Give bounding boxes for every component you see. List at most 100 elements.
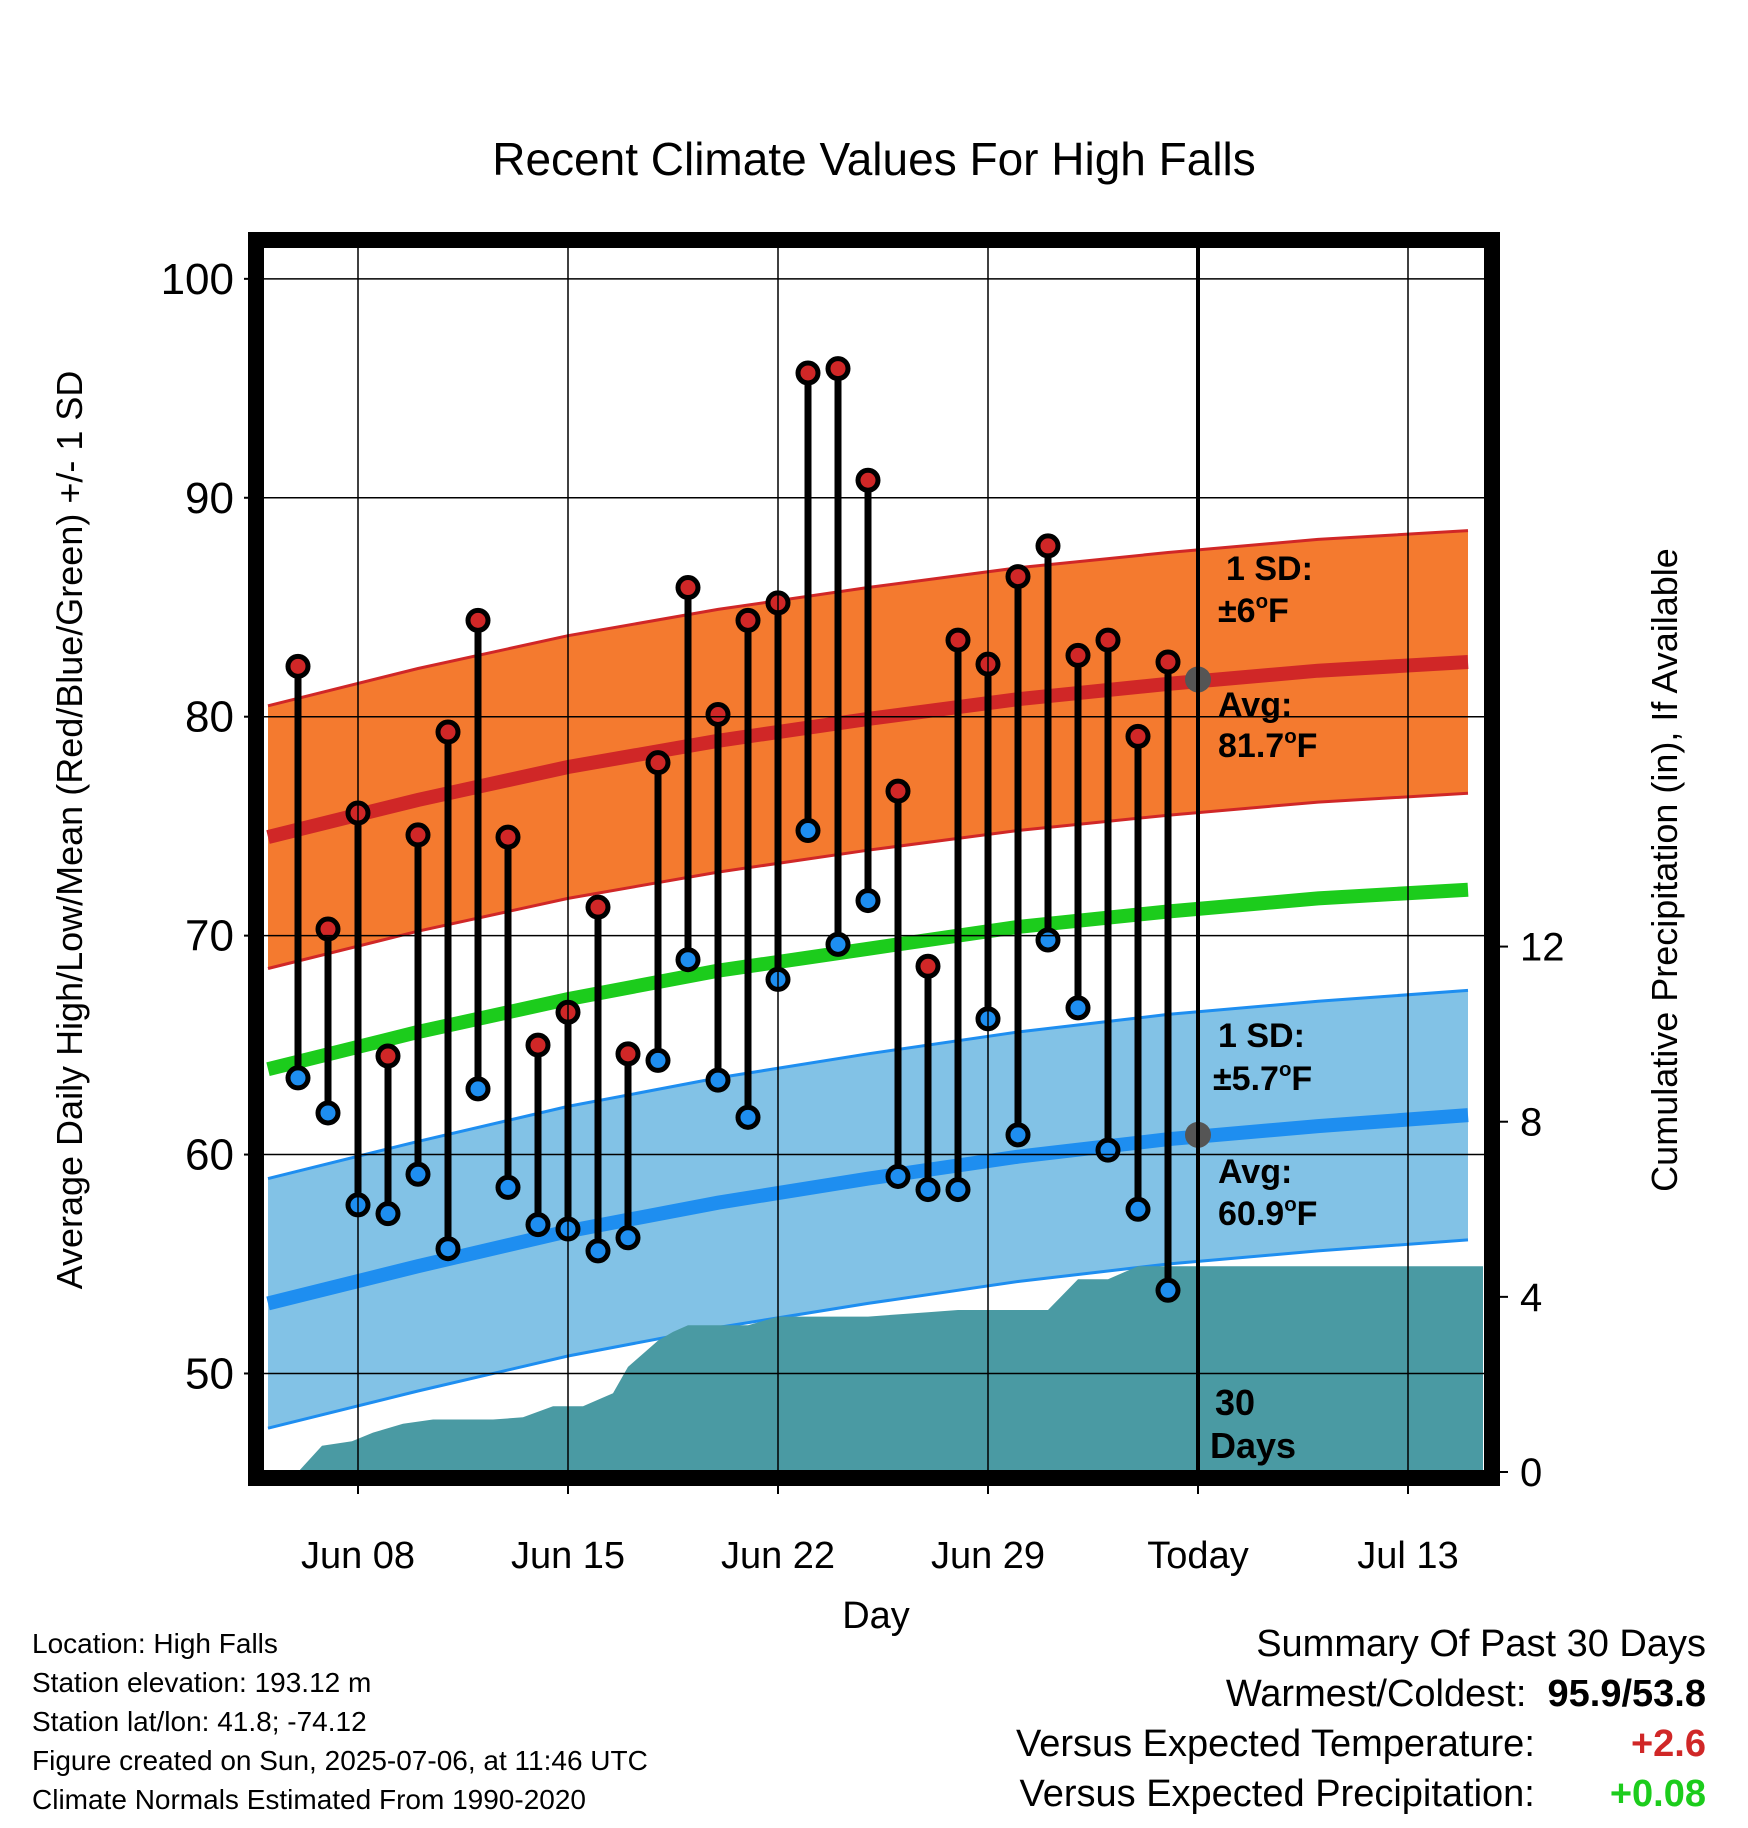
y-tick-label: 80 [185, 693, 234, 742]
low-avg-value: 60.9oF [1218, 1194, 1317, 1233]
y-tick-label: 50 [185, 1349, 234, 1398]
temp-value: +2.6 [1630, 1723, 1706, 1765]
y2-tick-label: 0 [1520, 1451, 1542, 1495]
summary-temp: Versus Expected Temperature: +2.6 [1016, 1723, 1706, 1766]
station-elevation: Station elevation: 193.12 m [32, 1667, 372, 1698]
daily-high-point [1095, 627, 1121, 653]
daily-high-point [285, 653, 311, 679]
daily-high-point [1065, 642, 1091, 668]
daily-high-point [615, 1041, 641, 1067]
plot-content [266, 356, 1483, 1472]
daily-low-point [1125, 1196, 1151, 1222]
plot-frame [248, 232, 1500, 1486]
daily-low-point [855, 888, 881, 914]
summary-warm-cold: Warmest/Coldest: 95.9/53.8 [1226, 1673, 1706, 1716]
days-word: Days [1210, 1425, 1296, 1466]
y-axis-label: Average Daily High/Low/Mean (Red/Blue/Gr… [49, 371, 90, 1290]
daily-high-point [825, 356, 851, 382]
summary-precip: Versus Expected Precipitation: +0.08 [1019, 1773, 1706, 1816]
high-sd-value: ±6oF [1218, 591, 1289, 630]
cumulative-precip-area [298, 1266, 1483, 1472]
y-tick-label: 90 [185, 474, 234, 523]
daily-high-point [1155, 649, 1181, 675]
daily-high-point [405, 822, 431, 848]
y-tick-label: 100 [161, 255, 234, 304]
daily-high-point [915, 953, 941, 979]
daily-low-point [525, 1212, 551, 1238]
x-tick-label: Jun 22 [721, 1535, 835, 1577]
daily-high-point [435, 719, 461, 745]
daily-low-point [435, 1236, 461, 1262]
x-tick-label: Jun 15 [511, 1535, 625, 1577]
daily-high-point [645, 750, 671, 776]
low-avg-label: Avg: [1218, 1153, 1292, 1191]
y-tick-label: 60 [185, 1131, 234, 1180]
daily-low-point [1065, 995, 1091, 1021]
station-latlon: Station lat/lon: 41.8; -74.12 [32, 1706, 367, 1737]
daily-low-point [405, 1161, 431, 1187]
warm-cold-label: Warmest/Coldest: [1225, 1673, 1527, 1715]
daily-low-point [1095, 1137, 1121, 1163]
daily-high-point [1035, 533, 1061, 559]
daily-low-point [465, 1076, 491, 1102]
daily-low-point [825, 931, 851, 957]
low-sd-lower-edge [267, 1238, 1469, 1430]
daily-low-point [705, 1067, 731, 1093]
high-sd-label: 1 SD: [1226, 550, 1313, 588]
daily-high-point [315, 916, 341, 942]
grid [262, 246, 1486, 1472]
daily-high-point [375, 1043, 401, 1069]
axes: 50 60 70 80 90 100 0 4 8 12 Jun 08 Jun 15 Jun 22 Jun … [161, 232, 1565, 1577]
y2-tick-label: 12 [1520, 926, 1565, 970]
low-sd-label: 1 SD: [1218, 1017, 1305, 1055]
days-count: 30 [1215, 1382, 1255, 1423]
x-tick-label: Jun 29 [931, 1535, 1045, 1577]
low-sd-value: ±5.7oF [1213, 1059, 1312, 1098]
daily-low-point [1005, 1122, 1031, 1148]
precip-value: +0.08 [1609, 1773, 1706, 1815]
daily-low-point [315, 1100, 341, 1126]
normal-low-line [266, 1108, 1469, 1311]
daily-low-point [795, 818, 821, 844]
daily-high-point [675, 575, 701, 601]
high-avg-label: Avg: [1218, 686, 1292, 724]
daily-low-point [645, 1047, 671, 1073]
daily-low-point [885, 1163, 911, 1189]
y-tick-label: 70 [185, 912, 234, 961]
summary-heading: Summary Of Past 30 Days [1256, 1623, 1706, 1665]
figure-created: Figure created on Sun, 2025-07-06, at 11… [32, 1745, 648, 1776]
daily-high-point [735, 607, 761, 633]
low-sd-upper-edge [267, 988, 1469, 1181]
warm-cold-value: 95.9/53.8 [1547, 1673, 1706, 1715]
daily-low-point [945, 1177, 971, 1203]
daily-low-point [375, 1201, 401, 1227]
y2-axis-label: Cumulative Precipitation (in), If Availa… [1644, 548, 1685, 1192]
y2-tick-label: 4 [1520, 1276, 1542, 1320]
daily-low-point [915, 1177, 941, 1203]
temp-label: Versus Expected Temperature: [1015, 1723, 1535, 1765]
climate-normals-note: Climate Normals Estimated From 1990-2020 [32, 1784, 586, 1815]
x-tick-label: Today [1147, 1535, 1248, 1577]
daily-high-point [1005, 564, 1031, 590]
daily-low-point [495, 1174, 521, 1200]
chart-title: Recent Climate Values For High Falls [492, 133, 1256, 185]
daily-low-point [1155, 1277, 1181, 1303]
daily-low-point [1035, 927, 1061, 953]
daily-low-point [675, 947, 701, 973]
daily-high-point [945, 627, 971, 653]
daily-low-point [615, 1225, 641, 1251]
daily-low-point [735, 1104, 761, 1130]
daily-high-point [525, 1032, 551, 1058]
daily-high-point [1125, 723, 1151, 749]
station-location: Location: High Falls [32, 1628, 278, 1659]
x-tick-label: Jul 13 [1357, 1535, 1458, 1577]
precip-label: Versus Expected Precipitation: [1019, 1773, 1535, 1815]
daily-high-point [855, 467, 881, 493]
y2-tick-label: 8 [1520, 1101, 1542, 1145]
daily-high-point [585, 894, 611, 920]
daily-high-point [495, 824, 521, 850]
daily-high-point [795, 360, 821, 386]
daily-low-point [585, 1238, 611, 1264]
